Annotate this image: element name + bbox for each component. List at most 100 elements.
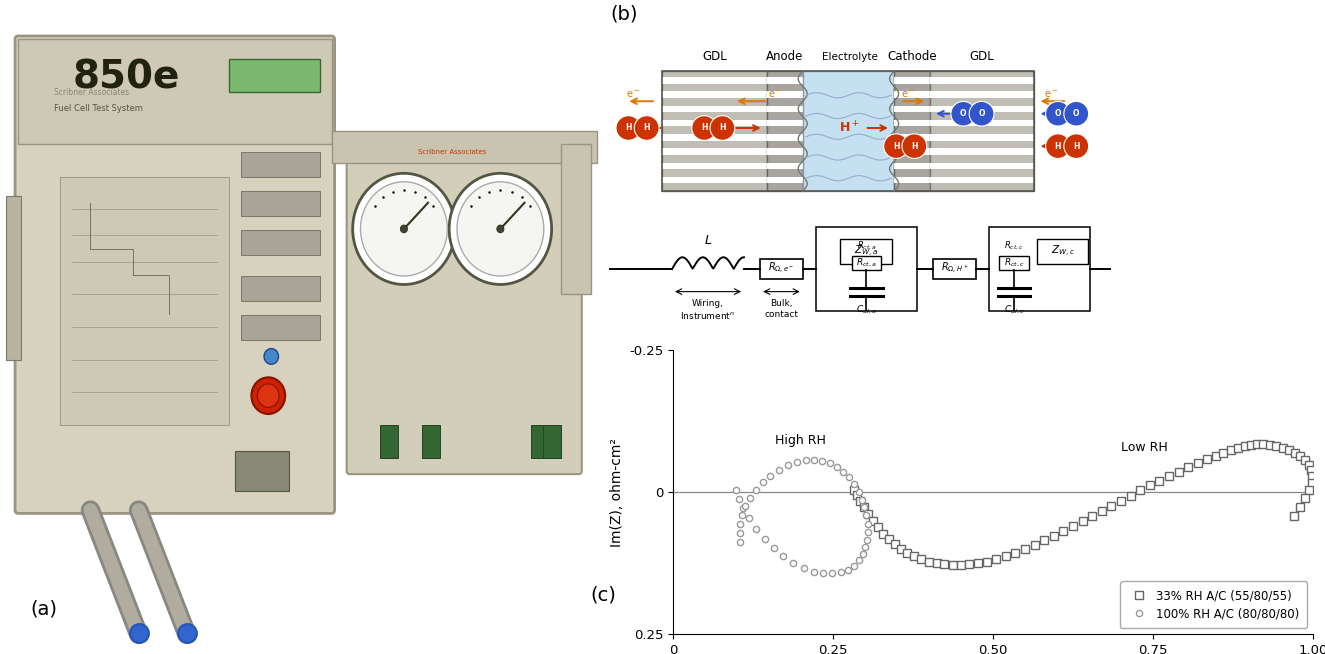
Bar bbox=[1037, 239, 1088, 264]
Bar bbox=[421, 425, 440, 458]
100% RH A/C (80/80/80) bbox=[762, 472, 778, 479]
Text: (b): (b) bbox=[610, 5, 637, 24]
Text: O: O bbox=[1055, 109, 1061, 118]
100% RH A/C (80/80/80) bbox=[835, 468, 851, 475]
Text: H: H bbox=[1073, 142, 1080, 150]
100% RH A/C (80/80/80) bbox=[833, 568, 849, 576]
Bar bbox=[840, 239, 893, 264]
Circle shape bbox=[616, 116, 641, 141]
Circle shape bbox=[1064, 101, 1089, 126]
33% RH A/C (55/80/55) bbox=[1275, 444, 1291, 452]
Text: H: H bbox=[701, 124, 708, 133]
100% RH A/C (80/80/80) bbox=[735, 504, 751, 512]
100% RH A/C (80/80/80) bbox=[855, 550, 871, 558]
Circle shape bbox=[951, 101, 975, 126]
33% RH A/C (55/80/55) bbox=[1304, 466, 1320, 474]
100% RH A/C (80/80/80) bbox=[771, 466, 787, 474]
Text: Electrolyte: Electrolyte bbox=[822, 52, 877, 61]
Bar bbox=[235, 451, 289, 490]
Text: $Z_{W,a}$: $Z_{W,a}$ bbox=[855, 244, 878, 259]
100% RH A/C (80/80/80) bbox=[755, 479, 771, 487]
Bar bbox=[241, 191, 319, 216]
Text: Scribner Associates: Scribner Associates bbox=[417, 148, 486, 155]
33% RH A/C (55/80/55) bbox=[1248, 440, 1264, 448]
100% RH A/C (80/80/80) bbox=[786, 559, 802, 567]
100% RH A/C (80/80/80) bbox=[840, 566, 856, 574]
Bar bbox=[241, 152, 319, 177]
Bar bbox=[7, 196, 21, 360]
Text: (c): (c) bbox=[590, 585, 616, 604]
100% RH A/C (80/80/80) bbox=[741, 515, 757, 523]
100% RH A/C (80/80/80) bbox=[859, 511, 874, 519]
100% RH A/C (80/80/80) bbox=[853, 496, 869, 504]
Circle shape bbox=[449, 173, 551, 284]
100% RH A/C (80/80/80) bbox=[829, 462, 845, 470]
Bar bbox=[380, 425, 398, 458]
Circle shape bbox=[457, 182, 543, 276]
100% RH A/C (80/80/80) bbox=[806, 568, 822, 576]
100% RH A/C (80/80/80) bbox=[775, 553, 791, 560]
Text: High RH: High RH bbox=[775, 434, 827, 447]
Bar bbox=[803, 71, 894, 191]
Bar bbox=[241, 315, 319, 340]
Text: GDL: GDL bbox=[970, 50, 995, 63]
Legend: 33% RH A/C (55/80/55), 100% RH A/C (80/80/80): 33% RH A/C (55/80/55), 100% RH A/C (80/8… bbox=[1120, 581, 1308, 628]
Text: e$^-$: e$^-$ bbox=[901, 89, 916, 100]
Text: H: H bbox=[644, 124, 651, 133]
Bar bbox=[930, 71, 1035, 191]
33% RH A/C (55/80/55) bbox=[1236, 442, 1252, 450]
Text: Fuel Cell Test System: Fuel Cell Test System bbox=[54, 104, 143, 113]
Text: O: O bbox=[1073, 109, 1080, 118]
Circle shape bbox=[1045, 101, 1071, 126]
Line: 100% RH A/C (80/80/80): 100% RH A/C (80/80/80) bbox=[733, 456, 871, 577]
100% RH A/C (80/80/80) bbox=[727, 487, 743, 494]
33% RH A/C (55/80/55) bbox=[1215, 449, 1231, 456]
Text: Cathode: Cathode bbox=[888, 50, 937, 63]
Text: Scribner Associates: Scribner Associates bbox=[54, 88, 130, 97]
Circle shape bbox=[352, 173, 456, 284]
100% RH A/C (80/80/80) bbox=[860, 520, 876, 528]
Bar bbox=[662, 71, 767, 191]
100% RH A/C (80/80/80) bbox=[788, 458, 804, 466]
Bar bbox=[61, 177, 229, 425]
Text: Wiring,
Instrument$^n$: Wiring, Instrument$^n$ bbox=[681, 300, 735, 321]
100% RH A/C (80/80/80) bbox=[856, 504, 872, 511]
33% RH A/C (55/80/55) bbox=[1287, 512, 1302, 520]
33% RH A/C (55/80/55) bbox=[847, 487, 863, 494]
Text: $C_{dl,a}$: $C_{dl,a}$ bbox=[856, 303, 877, 316]
Text: Low RH: Low RH bbox=[1121, 441, 1167, 454]
100% RH A/C (80/80/80) bbox=[742, 494, 758, 502]
Circle shape bbox=[1045, 134, 1071, 158]
Text: e$^-$: e$^-$ bbox=[768, 89, 783, 100]
Bar bbox=[999, 256, 1028, 270]
FancyBboxPatch shape bbox=[15, 36, 335, 513]
Bar bbox=[761, 259, 803, 279]
100% RH A/C (80/80/80) bbox=[734, 511, 750, 519]
Circle shape bbox=[635, 116, 659, 141]
100% RH A/C (80/80/80) bbox=[733, 520, 749, 528]
Text: $R_{ct,c}$: $R_{ct,c}$ bbox=[1003, 256, 1024, 269]
Bar bbox=[229, 59, 319, 92]
Bar bbox=[767, 71, 803, 191]
Bar bbox=[530, 425, 549, 458]
100% RH A/C (80/80/80) bbox=[796, 564, 812, 572]
100% RH A/C (80/80/80) bbox=[845, 562, 861, 570]
Bar bbox=[894, 71, 930, 191]
Text: (a): (a) bbox=[30, 600, 57, 619]
Circle shape bbox=[360, 182, 448, 276]
100% RH A/C (80/80/80) bbox=[766, 544, 782, 552]
Bar bbox=[816, 227, 917, 311]
Circle shape bbox=[400, 225, 408, 233]
100% RH A/C (80/80/80) bbox=[851, 557, 867, 564]
Bar bbox=[933, 259, 975, 279]
Text: H: H bbox=[719, 124, 726, 133]
Text: e$^-$: e$^-$ bbox=[627, 89, 641, 100]
Bar bbox=[852, 256, 881, 270]
Circle shape bbox=[969, 101, 994, 126]
100% RH A/C (80/80/80) bbox=[824, 570, 840, 577]
Text: H$^+$: H$^+$ bbox=[839, 120, 860, 135]
Bar bbox=[331, 131, 596, 164]
100% RH A/C (80/80/80) bbox=[815, 457, 831, 465]
100% RH A/C (80/80/80) bbox=[816, 570, 832, 577]
Line: 33% RH A/C (55/80/55): 33% RH A/C (55/80/55) bbox=[851, 441, 1316, 569]
